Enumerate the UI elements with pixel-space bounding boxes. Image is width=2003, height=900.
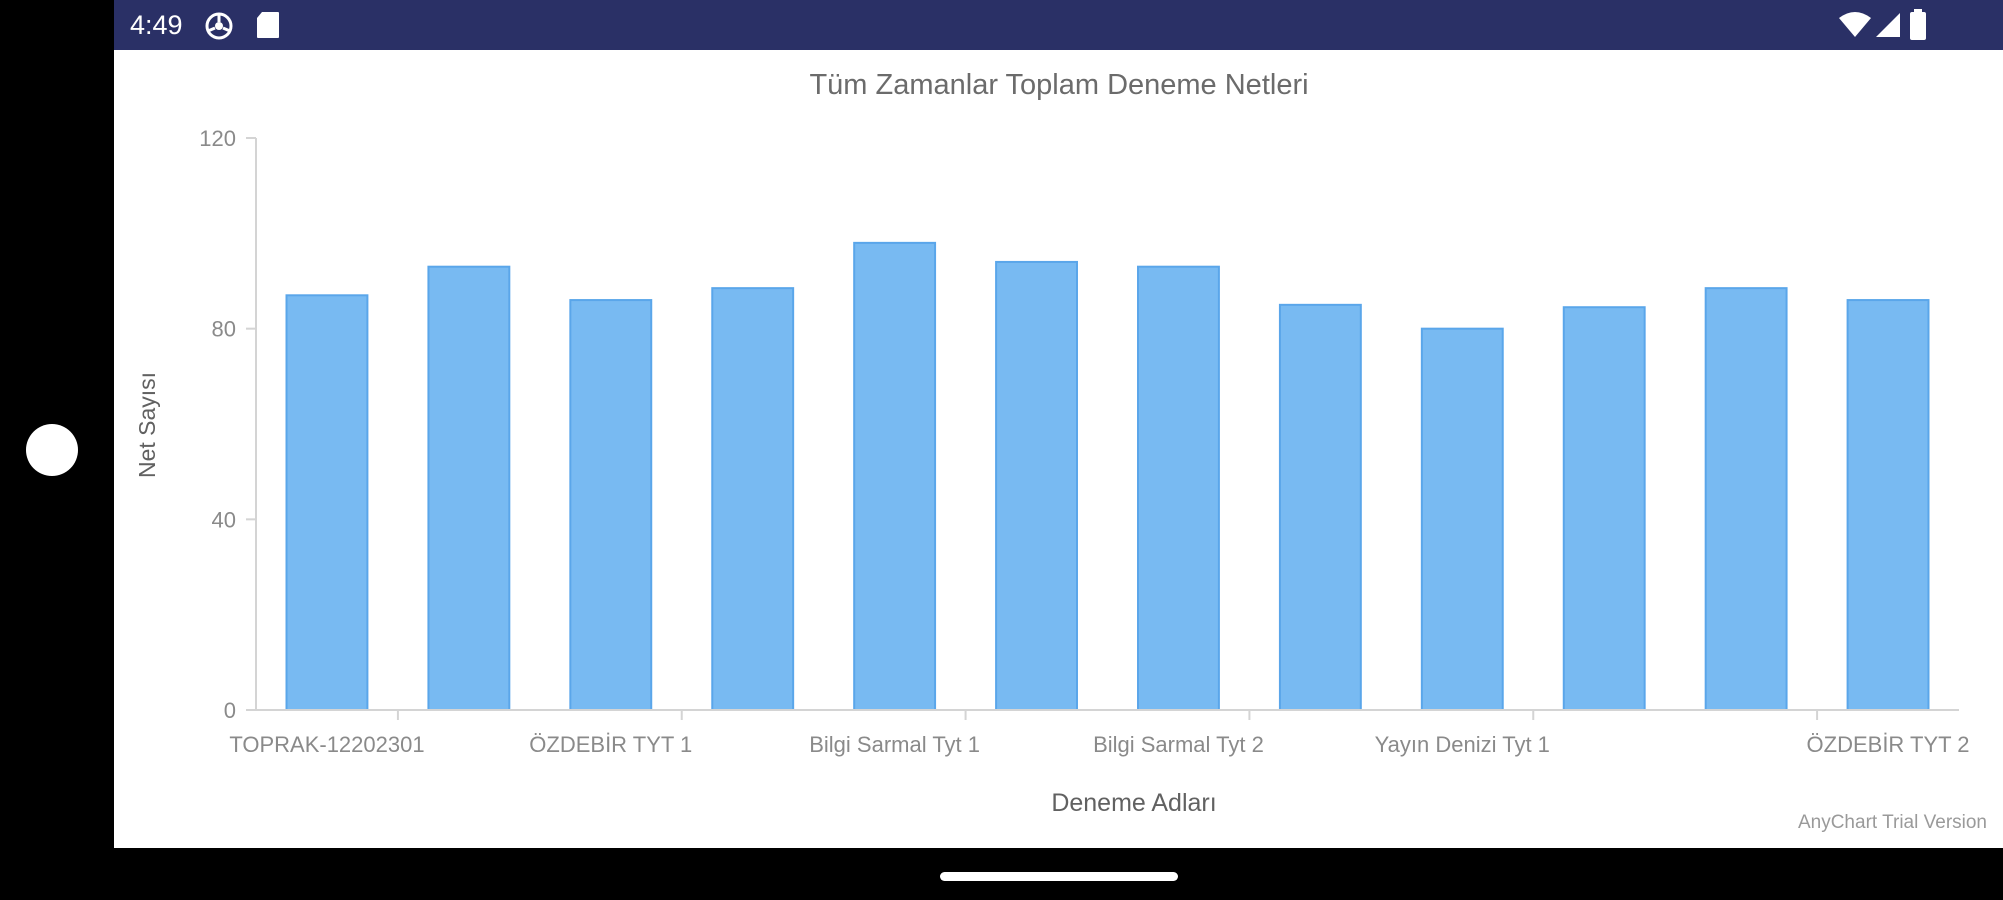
- battery-icon: [1910, 9, 1926, 40]
- bar: [1704, 287, 1788, 711]
- app-screen: 4:49 Tüm Zamanlar Toplam De: [114, 0, 2003, 848]
- x-tick-label: Bilgi Sarmal Tyt 1: [809, 732, 980, 757]
- y-tick-label: 40: [212, 507, 236, 532]
- device-side-button: [26, 424, 78, 476]
- anychart-watermark: AnyChart Trial Version: [1797, 812, 1987, 833]
- bar: [1137, 265, 1220, 711]
- bar: [853, 241, 937, 711]
- bar-chart: Tüm Zamanlar Toplam Deneme Netleri Net S…: [134, 69, 1970, 817]
- y-tick-label: 120: [199, 126, 236, 151]
- status-bar: 4:49: [114, 0, 2003, 50]
- bar: [569, 299, 653, 711]
- x-tick-label: ÖZDEBİR TYT 1: [529, 732, 692, 757]
- bar: [1562, 306, 1646, 711]
- signal-icon: [1876, 13, 1900, 37]
- chart-area: Tüm Zamanlar Toplam Deneme Netleri Net S…: [114, 50, 2003, 848]
- browser-icon: [205, 12, 233, 40]
- bar: [427, 265, 511, 711]
- bar: [285, 294, 369, 712]
- x-tick-label: ÖZDEBİR TYT 2: [1807, 732, 1970, 757]
- y-axis-label: Net Sayısı: [134, 372, 160, 478]
- bar: [995, 260, 1078, 712]
- bar: [1420, 327, 1504, 711]
- chart-title: Tüm Zamanlar Toplam Deneme Netleri: [809, 69, 1308, 101]
- sd-card-icon: [257, 12, 279, 38]
- home-gesture-bar[interactable]: [940, 872, 1178, 881]
- x-tick-label: TOPRAK-12202301: [229, 732, 424, 757]
- x-tick-label: Bilgi Sarmal Tyt 2: [1093, 732, 1264, 757]
- status-time: 4:49: [130, 10, 183, 40]
- y-tick-label: 80: [212, 317, 236, 342]
- y-tick-label: 0: [224, 698, 236, 723]
- bar: [1846, 299, 1930, 711]
- bar: [711, 287, 795, 711]
- bar: [1278, 303, 1362, 711]
- wifi-icon: [1839, 12, 1871, 37]
- x-tick-label: Yayın Denizi Tyt 1: [1375, 732, 1550, 757]
- x-axis-label: Deneme Adları: [1051, 789, 1216, 817]
